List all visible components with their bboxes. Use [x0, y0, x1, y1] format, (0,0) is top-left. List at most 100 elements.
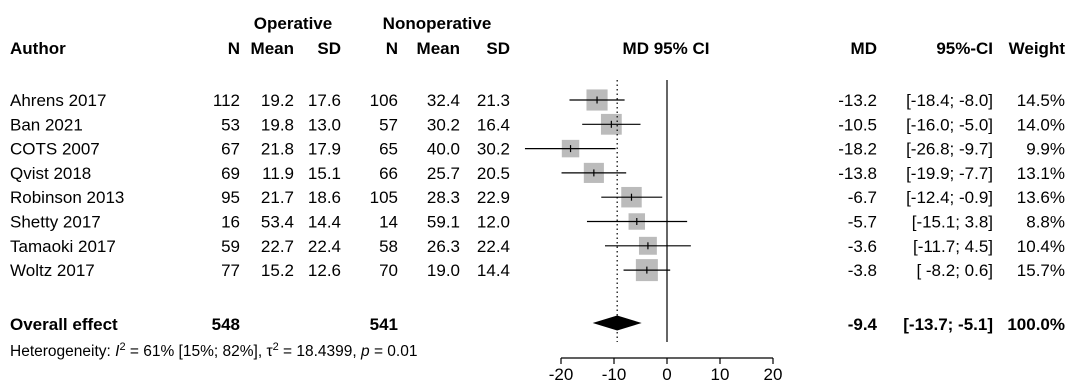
heterogeneity-text: Heterogeneity: I2 = 61% [15%; 82%], τ2 =…	[10, 341, 417, 360]
study-md: -13.2	[838, 91, 877, 110]
study-author: Shetty 2017	[10, 213, 101, 232]
n2-header: N	[386, 39, 398, 58]
study-sd1: 14.4	[308, 213, 341, 232]
study-author: Qvist 2018	[10, 164, 91, 183]
study-mean1: 11.9	[262, 164, 294, 183]
study-ci: [-18.4; -8.0]	[906, 91, 993, 110]
overall-n2: 541	[370, 315, 398, 334]
study-n1: 77	[221, 261, 240, 280]
x-tick-label: 0	[662, 365, 671, 383]
plot-area: -20 -10 0 10 20	[524, 80, 783, 383]
study-author: Ahrens 2017	[10, 91, 106, 110]
study-weight: 15.7%	[1017, 261, 1065, 280]
n1-header: N	[228, 39, 240, 58]
study-author: Woltz 2017	[10, 261, 95, 280]
study-md: -3.8	[848, 261, 877, 280]
study-n1: 67	[221, 140, 240, 159]
study-mean2: 40.0	[427, 140, 460, 159]
study-weight: 14.5%	[1017, 91, 1065, 110]
study-mean2: 26.3	[427, 237, 460, 256]
study-sd1: 15.1	[308, 164, 341, 183]
study-weight: 14.0%	[1017, 115, 1065, 134]
study-n1: 112	[213, 91, 240, 110]
study-sd1: 17.6	[308, 91, 341, 110]
study-author: Ban 2021	[10, 115, 83, 134]
study-mean1: 53.4	[261, 213, 294, 232]
study-author: COTS 2007	[10, 140, 100, 159]
study-mean2: 59.1	[427, 213, 460, 232]
study-n2: 106	[370, 91, 398, 110]
study-ci: [-12.4; -0.9]	[906, 188, 993, 207]
study-weight: 9.9%	[1026, 140, 1065, 159]
study-weight: 13.1%	[1017, 164, 1065, 183]
study-mean2: 19.0	[427, 261, 460, 280]
overall-weight: 100.0%	[1007, 315, 1065, 334]
study-sd1: 12.6	[308, 261, 341, 280]
study-author: Tamaoki 2017	[10, 237, 116, 256]
mean1-header: Mean	[251, 39, 294, 58]
study-sd2: 20.5	[477, 164, 510, 183]
study-md: -6.7	[848, 188, 877, 207]
study-ci: [ -8.2; 0.6]	[916, 261, 993, 280]
study-mean1: 22.7	[261, 237, 294, 256]
study-n1: 16	[221, 213, 240, 232]
x-tick-label: 20	[764, 365, 783, 383]
study-n2: 14	[379, 213, 398, 232]
study-sd2: 22.4	[477, 237, 510, 256]
study-weight: 10.4%	[1017, 237, 1065, 256]
study-sd1: 22.4	[308, 237, 341, 256]
study-sd2: 22.9	[477, 188, 510, 207]
group1-header: Operative	[254, 14, 332, 33]
group2-header: Nonoperative	[383, 14, 492, 33]
x-tick-label: -10	[602, 365, 627, 383]
study-mean2: 28.3	[427, 188, 460, 207]
study-ci: [-15.1; 3.8]	[912, 213, 993, 232]
study-sd1: 13.0	[308, 115, 341, 134]
study-ci: [-16.0; -5.0]	[906, 115, 993, 134]
study-n1: 69	[221, 164, 240, 183]
overall-ci: [-13.7; -5.1]	[903, 315, 993, 334]
study-sd2: 16.4	[477, 115, 510, 134]
study-sd2: 14.4	[477, 261, 510, 280]
study-n2: 70	[379, 261, 398, 280]
study-mean1: 15.2	[261, 261, 294, 280]
study-md: -3.6	[848, 237, 877, 256]
overall-md: -9.4	[848, 315, 878, 334]
study-n2: 66	[379, 164, 398, 183]
study-sd2: 30.2	[477, 140, 510, 159]
study-sd1: 17.9	[308, 140, 341, 159]
study-mean2: 30.2	[427, 115, 460, 134]
study-ci: [-19.9; -7.7]	[906, 164, 993, 183]
md-header: MD	[851, 39, 877, 58]
sd2-header: SD	[486, 39, 510, 58]
study-sd2: 21.3	[477, 91, 510, 110]
study-n2: 57	[379, 115, 398, 134]
ci-header: 95%-CI	[936, 39, 993, 58]
study-md: -10.5	[838, 115, 877, 134]
author-header: Author	[10, 39, 66, 58]
weight-header: Weight	[1009, 39, 1066, 58]
study-md: -18.2	[838, 140, 877, 159]
study-author: Robinson 2013	[10, 188, 124, 207]
study-n2: 58	[379, 237, 398, 256]
study-sd2: 12.0	[477, 213, 510, 232]
study-mean1: 19.2	[261, 91, 294, 110]
x-tick-label: -20	[549, 365, 574, 383]
x-tick-label: 10	[711, 365, 730, 383]
study-mean1: 21.8	[261, 140, 294, 159]
overall-diamond	[592, 315, 642, 331]
overall-n1: 548	[212, 315, 240, 334]
study-md: -13.8	[838, 164, 877, 183]
overall-label: Overall effect	[10, 315, 118, 334]
study-rows: Ahrens 2017 112 19.2 17.6 106 32.4 21.3 -13.2 [-…	[10, 91, 1065, 280]
study-md: -5.7	[848, 213, 877, 232]
study-ci: [-26.8; -9.7]	[906, 140, 993, 159]
sd1-header: SD	[317, 39, 341, 58]
study-n2: 105	[370, 188, 398, 207]
study-weight: 13.6%	[1017, 188, 1065, 207]
study-n2: 65	[379, 140, 398, 159]
study-sd1: 18.6	[308, 188, 341, 207]
study-mean1: 19.8	[261, 115, 294, 134]
study-n1: 95	[221, 188, 240, 207]
